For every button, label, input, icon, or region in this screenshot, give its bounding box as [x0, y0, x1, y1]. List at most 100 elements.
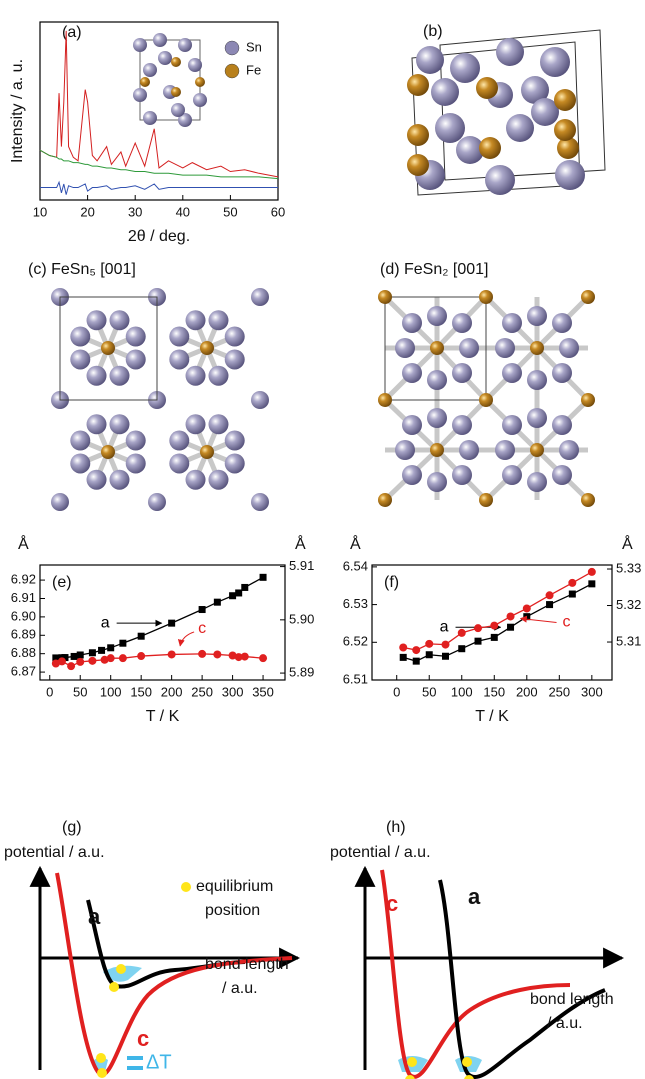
curve-label: c — [386, 891, 398, 916]
sn-atom — [70, 349, 90, 369]
sn-atom — [251, 391, 269, 409]
y2-axis-label: Å — [295, 534, 306, 553]
y-tick-label: 6.89 — [11, 627, 36, 642]
sn-atom — [87, 366, 107, 386]
x-tick-label: 0 — [46, 684, 53, 699]
sn-atom — [143, 111, 157, 125]
y-tick-label: 6.51 — [343, 671, 368, 686]
fe-atom — [378, 290, 392, 304]
fe-atom — [171, 87, 181, 97]
sn-atom — [87, 470, 107, 490]
sn-atom — [87, 414, 107, 434]
delta-label: ΔT — [146, 1051, 172, 1073]
sn-atom — [148, 493, 166, 511]
sn-atom — [225, 327, 245, 347]
x-tick-label: 250 — [548, 684, 570, 699]
sn-atom — [540, 47, 570, 77]
marker — [588, 580, 595, 587]
sn-atom — [527, 408, 547, 428]
x-tick-label: 350 — [252, 684, 274, 699]
note: equilibrium — [196, 878, 273, 895]
marker — [168, 650, 176, 658]
fe-atom — [378, 493, 392, 507]
marker — [588, 568, 596, 576]
y-axis-label: potential / a.u. — [330, 844, 431, 861]
sn-atom — [169, 349, 189, 369]
marker — [58, 657, 66, 665]
annotation-arrow — [521, 618, 557, 622]
fe-atom — [407, 124, 429, 146]
sn-atom — [225, 453, 245, 473]
fe-atom — [101, 445, 115, 459]
sn-atom — [495, 338, 515, 358]
sn-atom — [552, 415, 572, 435]
x-tick-label: 200 — [516, 684, 538, 699]
sn-atom — [495, 440, 515, 460]
x-tick-label: 10 — [33, 204, 47, 219]
sn-atom — [559, 440, 579, 460]
sn-atom — [502, 313, 522, 333]
series-label: a — [440, 618, 449, 635]
marker — [241, 653, 249, 661]
sn-atom — [87, 310, 107, 330]
sn-atom — [109, 366, 129, 386]
sn-atom — [188, 58, 202, 72]
sn-atom — [395, 338, 415, 358]
y2-tick-label: 5.89 — [289, 665, 314, 680]
x-axis-label: T / K — [475, 708, 509, 725]
x-tick-label: 20 — [80, 204, 94, 219]
x-tick-label: 50 — [73, 684, 87, 699]
sn-atom — [450, 53, 480, 83]
sn-atom — [186, 310, 206, 330]
sn-atom — [171, 103, 185, 117]
marker — [507, 624, 514, 631]
y2-tick-label: 5.90 — [289, 611, 314, 626]
sn-atom — [208, 366, 228, 386]
legend-swatch — [225, 64, 239, 78]
panel-label: (h) — [386, 819, 406, 836]
equilibrium-dot — [97, 1068, 107, 1078]
x-axis-label: 2θ / deg. — [128, 228, 190, 245]
x-tick-label: 100 — [451, 684, 473, 699]
fe-atom — [581, 290, 595, 304]
x-tick-label: 60 — [271, 204, 285, 219]
fe-atom — [530, 443, 544, 457]
sn-atom — [186, 414, 206, 434]
fe-atom — [479, 393, 493, 407]
x-tick-label: 0 — [393, 684, 400, 699]
sn-atom — [153, 33, 167, 47]
fe-atom — [476, 77, 498, 99]
fe-atom — [530, 341, 544, 355]
legend-swatch — [225, 41, 239, 55]
x-tick-label: 150 — [483, 684, 505, 699]
sn-atom — [402, 313, 422, 333]
curve-a — [440, 880, 605, 1077]
potential-diagram-g: (g) potential / a.u. a c equilibrium pos… — [4, 819, 298, 1078]
fe-atom — [581, 393, 595, 407]
sn-atom — [552, 363, 572, 383]
fe-atom — [430, 341, 444, 355]
x-tick-label: 50 — [223, 204, 237, 219]
sn-atom — [251, 493, 269, 511]
potential-diagram-h: (h) potential / a.u. c a bond length / a… — [330, 819, 622, 1079]
equilibrium-dot — [462, 1057, 472, 1067]
marker — [413, 658, 420, 665]
fe-atom — [407, 154, 429, 176]
marker — [98, 647, 105, 654]
marker — [199, 606, 206, 613]
marker — [198, 650, 206, 658]
marker — [213, 650, 221, 658]
y-tick-label: 6.87 — [11, 664, 36, 679]
x-axis-label: / a.u. — [222, 980, 258, 997]
y2-tick-label: 5.91 — [289, 558, 314, 573]
sn-atom — [158, 51, 172, 65]
marker — [441, 641, 449, 649]
sn-atom — [208, 310, 228, 330]
sn-atom — [126, 349, 146, 369]
sn-atom — [208, 470, 228, 490]
sn-atom — [186, 470, 206, 490]
marker — [77, 651, 84, 658]
sn-atom — [452, 313, 472, 333]
sn-atom — [527, 306, 547, 326]
sn-atom — [193, 93, 207, 107]
